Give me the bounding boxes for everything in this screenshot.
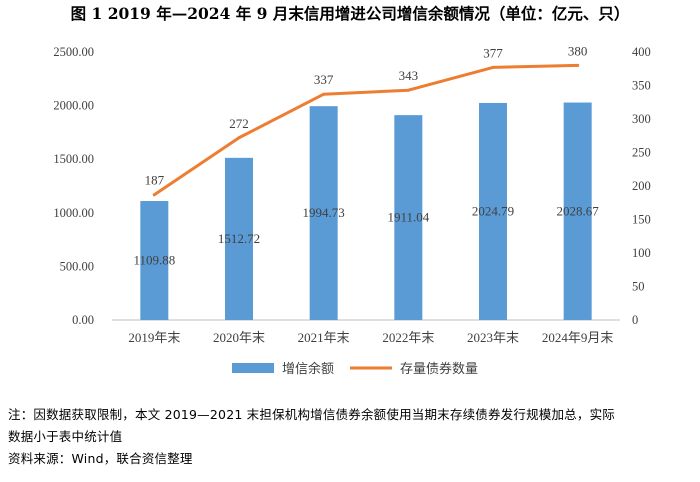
line-point xyxy=(491,65,495,69)
line-data-label: 272 xyxy=(229,116,249,131)
line-point xyxy=(406,88,410,92)
line-point xyxy=(237,136,241,140)
left-axis-tick-label: 2500.00 xyxy=(53,45,94,59)
bar-data-label: 1512.72 xyxy=(218,231,260,246)
right-axis-tick-label: 100 xyxy=(632,246,651,260)
right-axis-tick-label: 400 xyxy=(632,45,651,59)
legend-swatch-bar xyxy=(232,363,274,373)
x-axis-category-label: 2024年9月末 xyxy=(542,330,614,345)
line-data-label: 380 xyxy=(568,43,588,58)
bar-data-label: 1109.88 xyxy=(133,253,175,268)
left-axis-tick-label: 1000.00 xyxy=(53,206,94,220)
line-series xyxy=(152,63,580,197)
line-data-label: 377 xyxy=(483,45,503,60)
source-note: 资料来源：Wind，联合资信整理 xyxy=(8,451,193,466)
right-axis-tick-label: 350 xyxy=(632,79,651,93)
right-axis-tick-label: 200 xyxy=(632,179,651,193)
bar xyxy=(309,106,338,320)
note-line-2: 数据小于表中统计值 xyxy=(8,429,123,444)
bar xyxy=(479,102,507,321)
x-axis-category-label: 2023年末 xyxy=(467,330,519,345)
left-axis-tick-label: 0.00 xyxy=(72,313,94,327)
x-axis-category-label: 2022年末 xyxy=(382,330,434,345)
x-axis-category-label: 2020年末 xyxy=(213,330,265,345)
line-data-label: 337 xyxy=(314,72,334,87)
bar-data-label: 1911.04 xyxy=(387,210,429,225)
bar xyxy=(563,102,592,320)
legend-label-bar: 增信余额 xyxy=(282,361,334,377)
left-axis-tick-label: 2000.00 xyxy=(53,99,94,113)
right-axis-tick-label: 300 xyxy=(632,112,651,126)
note-line-1: 注：因数据获取限制，本文 2019—2021 末担保机构增信债券余额使用当期末存… xyxy=(8,407,615,422)
line-point xyxy=(322,92,326,96)
legend-label-line: 存量债券数量 xyxy=(400,361,478,377)
left-axis-tick-label: 1500.00 xyxy=(53,152,94,166)
right-axis-tick-label: 0 xyxy=(632,313,638,327)
x-axis-category-label: 2021年末 xyxy=(298,330,350,345)
line-data-label: 343 xyxy=(399,68,419,83)
bar xyxy=(225,157,253,320)
line-point xyxy=(152,193,156,197)
line-point xyxy=(576,63,580,67)
bar-data-label: 2024.79 xyxy=(472,203,514,218)
right-axis-tick-label: 150 xyxy=(632,213,651,227)
bar xyxy=(394,115,423,321)
right-axis-tick-label: 250 xyxy=(632,146,651,160)
bar-data-label: 1994.73 xyxy=(303,205,345,220)
line-data-label: 187 xyxy=(145,173,165,188)
bar-data-label: 2028.67 xyxy=(557,203,600,218)
right-axis-tick-label: 50 xyxy=(632,280,645,294)
chart-title: 图 1 2019 年—2024 年 9 月末信用增进公司增信余额情况（单位：亿元… xyxy=(70,4,630,23)
bar xyxy=(140,201,169,320)
x-axis-category-label: 2019年末 xyxy=(128,330,180,345)
left-axis-tick-label: 500.00 xyxy=(60,259,94,273)
